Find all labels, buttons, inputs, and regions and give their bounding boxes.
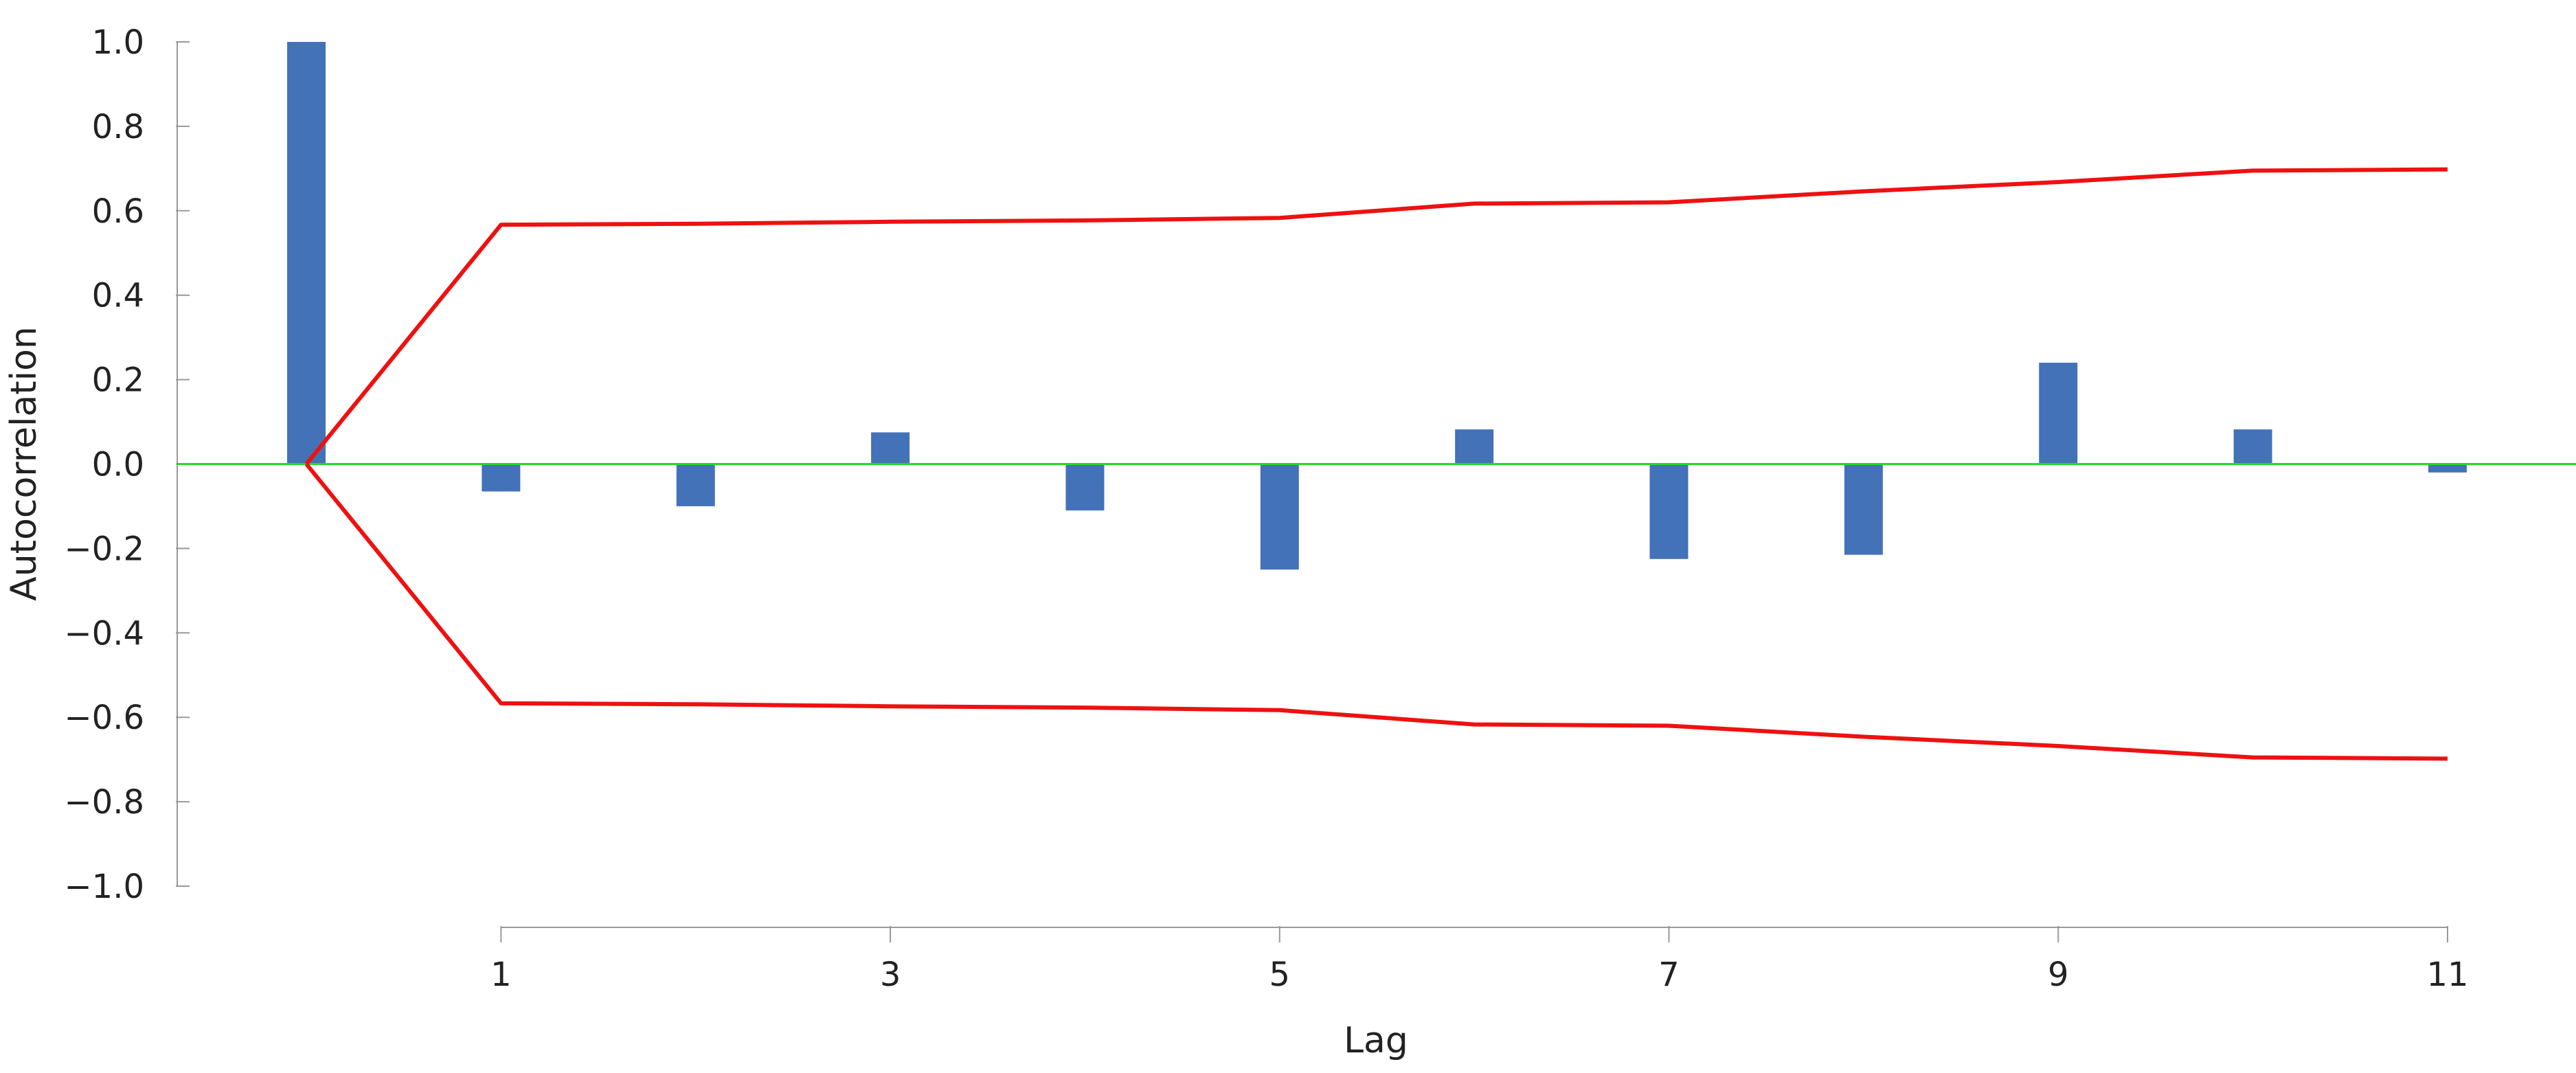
- y-tick-label: −0.8: [64, 783, 144, 822]
- acf-bar-lag-10: [2233, 429, 2272, 464]
- x-axis: 1 3 5 7 9 11: [490, 926, 2469, 994]
- acf-bar-lag-7: [1649, 464, 1688, 559]
- x-tick-label: 7: [1658, 956, 1680, 994]
- y-tick-label: −0.2: [64, 530, 144, 568]
- acf-bar-lag-3: [871, 432, 910, 464]
- y-tick-label: 0.8: [92, 108, 144, 146]
- y-tick-label: −0.6: [64, 699, 144, 737]
- y-tick-label: −0.4: [64, 614, 144, 653]
- confidence-bands: [304, 167, 2448, 761]
- acf-bar-lag-6: [1455, 429, 1494, 464]
- acf-bar-lag-2: [676, 464, 715, 506]
- y-tick-label: 0.0: [92, 446, 144, 484]
- y-tick-label: 1.0: [92, 23, 144, 62]
- acf-bar-lag-9: [2039, 363, 2078, 464]
- x-tick-label: 9: [2048, 956, 2069, 994]
- x-axis-title: Lag: [1344, 1020, 1408, 1061]
- x-tick-label: 5: [1269, 956, 1291, 994]
- y-axis-title: Autocorrelation: [3, 326, 45, 601]
- upper-confidence-band: [304, 167, 2448, 466]
- acf-bars: [287, 42, 2467, 570]
- x-tick-label: 3: [880, 956, 901, 994]
- lower-confidence-band: [304, 462, 2448, 761]
- y-tick-label: −1.0: [64, 868, 144, 906]
- y-axis: 1.0 0.8 0.6 0.4 0.2 0.0 −0.2 −0.4 −0.6 −0.8 −1.0: [64, 23, 190, 906]
- y-tick-label: 0.4: [92, 277, 144, 315]
- acf-bar-lag-11: [2428, 464, 2467, 473]
- acf-bar-lag-0: [287, 42, 326, 464]
- y-tick-label: 0.6: [92, 192, 144, 231]
- acf-bar-lag-4: [1065, 464, 1105, 511]
- acf-bar-lag-5: [1260, 464, 1299, 570]
- acf-bar-lag-1: [482, 464, 521, 492]
- x-tick-label: 1: [490, 956, 512, 994]
- acf-bar-lag-8: [1844, 464, 1883, 555]
- y-tick-label: 0.2: [92, 361, 144, 400]
- x-tick-label: 11: [2426, 956, 2468, 994]
